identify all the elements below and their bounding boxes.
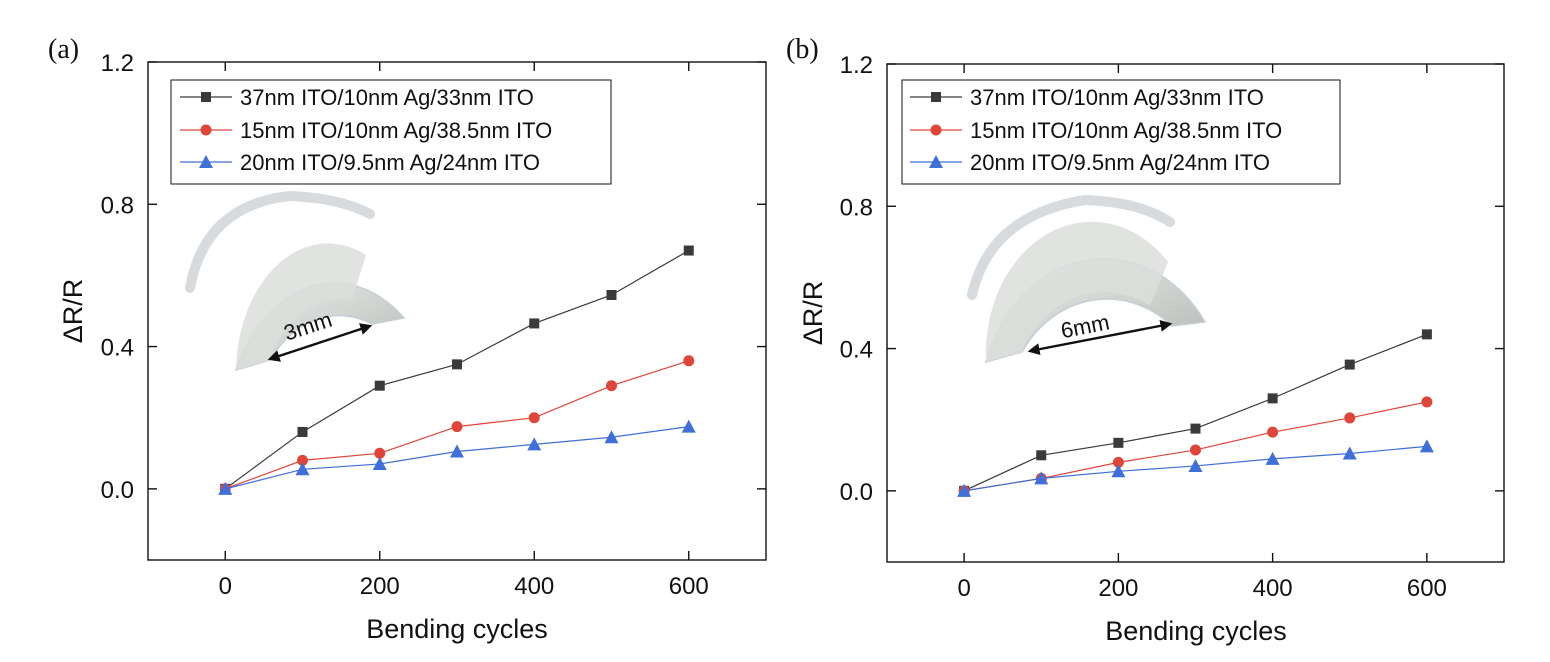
x-tick-label: 600 (669, 573, 709, 600)
data-point-triangle (1188, 458, 1203, 472)
y-tick-label: 1.2 (840, 52, 873, 79)
bent-substrate-top-edge (185, 190, 375, 293)
data-point-circle (528, 412, 540, 424)
legend-marker-triangle (199, 155, 213, 168)
panel-a: (a) 3mm 0 200 400 600 0.0 0.4 0.8 1.2 ΔR/R Bend… (48, 34, 767, 644)
data-point-square (1113, 437, 1124, 448)
data-point-circle (1112, 456, 1124, 468)
y-tick-label: 0.4 (101, 335, 134, 362)
axis-ticks: 0 200 400 600 0.0 0.4 0.8 1.2 (840, 52, 1504, 602)
legend-item-3: 20nm ITO/9.5nm Ag/24nm ITO (910, 150, 1270, 175)
legend-label: 15nm ITO/10nm Ag/38.5nm ITO (970, 118, 1282, 143)
data-point-triangle (218, 481, 233, 495)
data-point-circle (451, 421, 463, 433)
legend-marker-circle (200, 124, 212, 136)
bent-substrate-top-edge (967, 194, 1175, 300)
x-axis-label: Bending cycles (1105, 616, 1287, 646)
x-axis-label: Bending cycles (366, 614, 548, 644)
data-point-circle (1190, 444, 1201, 456)
legend-item-3: 20nm ITO/9.5nm Ag/24nm ITO (180, 150, 540, 175)
data-point-circle (1344, 412, 1356, 424)
y-axis-label: ΔR/R (798, 281, 828, 346)
y-tick-label: 0.8 (101, 192, 134, 219)
legend-item-1: 37nm ITO/10nm Ag/33nm ITO (910, 85, 1264, 110)
data-point-triangle (681, 419, 696, 433)
data-point-square (1421, 329, 1432, 340)
data-point-triangle (295, 462, 310, 476)
data-point-circle (1267, 426, 1279, 438)
legend-item-2: 15nm ITO/10nm Ag/38.5nm ITO (180, 118, 552, 143)
data-point-square (297, 426, 308, 437)
bent-substrate-illustration: 6mm (967, 194, 1207, 364)
data-point-square (529, 318, 540, 329)
legend-item-1: 37nm ITO/10nm Ag/33nm ITO (180, 85, 534, 110)
panel-label: (a) (48, 34, 79, 65)
x-tick-label: 200 (360, 573, 400, 600)
data-point-square (606, 289, 617, 300)
data-point-circle (297, 454, 308, 466)
legend-label: 37nm ITO/10nm Ag/33nm ITO (240, 85, 534, 110)
data-point-square (1344, 359, 1355, 370)
y-tick-label: 0.8 (840, 194, 873, 221)
data-point-triangle (372, 456, 387, 470)
data-point-square (1036, 450, 1047, 461)
y-tick-label: 0.0 (101, 477, 134, 504)
legend-box (901, 79, 1341, 185)
panel-b: (b) 6mm 0 200 400 600 0.0 0.4 0.8 1.2 ΔR/R Bend… (786, 34, 1505, 646)
data-point-triangle (1111, 464, 1126, 478)
dimension-arrow (267, 323, 373, 362)
y-tick-label: 1.2 (101, 50, 134, 77)
panel-label: (b) (786, 34, 819, 65)
axis-ticks: 0 200 400 600 0.0 0.4 0.8 1.2 (101, 50, 766, 600)
data-point-circle (1421, 396, 1433, 408)
data-point-square (452, 359, 462, 370)
y-tick-label: 0.0 (840, 479, 873, 506)
data-point-triangle (1034, 471, 1049, 485)
x-tick-label: 0 (219, 573, 232, 600)
legend-item-2: 15nm ITO/10nm Ag/38.5nm ITO (910, 118, 1282, 143)
legend-marker-triangle (929, 155, 943, 168)
x-tick-label: 400 (514, 573, 554, 600)
data-point-triangle (527, 437, 542, 451)
plot-frame (886, 63, 1505, 563)
data-point-circle (606, 380, 617, 392)
legend-marker-square (931, 92, 941, 102)
data-point-triangle (1419, 439, 1434, 453)
x-tick-label: 400 (1253, 575, 1293, 602)
series-layer (957, 329, 1434, 497)
y-tick-label: 0.4 (840, 337, 873, 364)
legend-label: 15nm ITO/10nm Ag/38.5nm ITO (240, 118, 552, 143)
data-point-triangle (957, 483, 972, 497)
series-line (225, 426, 689, 490)
legend: 37nm ITO/10nm Ag/33nm ITO 15nm ITO/10nm … (170, 79, 612, 185)
data-point-square (1267, 393, 1278, 404)
legend-marker-circle (930, 124, 942, 136)
x-tick-label: 600 (1407, 575, 1447, 602)
legend-marker-square (201, 92, 211, 102)
data-point-square (683, 245, 694, 256)
data-point-triangle (1265, 451, 1280, 465)
dimension-label: 6mm (1059, 309, 1112, 343)
plot-frame (147, 61, 767, 561)
legend-box (170, 79, 612, 185)
bent-substrate-illustration: 3mm (185, 190, 406, 372)
legend-label: 37nm ITO/10nm Ag/33nm ITO (970, 85, 1264, 110)
data-point-triangle (1342, 446, 1357, 460)
dimension-arrow (1027, 319, 1173, 356)
legend: 37nm ITO/10nm Ag/33nm ITO 15nm ITO/10nm … (901, 79, 1341, 185)
x-tick-label: 0 (957, 575, 970, 602)
legend-label: 20nm ITO/9.5nm Ag/24nm ITO (970, 150, 1270, 175)
data-point-square (374, 380, 385, 391)
data-point-square (1190, 423, 1201, 434)
series-layer (218, 245, 696, 495)
data-point-triangle (450, 444, 464, 458)
legend-label: 20nm ITO/9.5nm Ag/24nm ITO (240, 150, 540, 175)
data-point-circle (374, 447, 386, 459)
data-point-circle (683, 355, 695, 367)
y-axis-label: ΔR/R (58, 279, 88, 344)
x-tick-label: 200 (1098, 575, 1138, 602)
data-point-triangle (604, 430, 619, 444)
